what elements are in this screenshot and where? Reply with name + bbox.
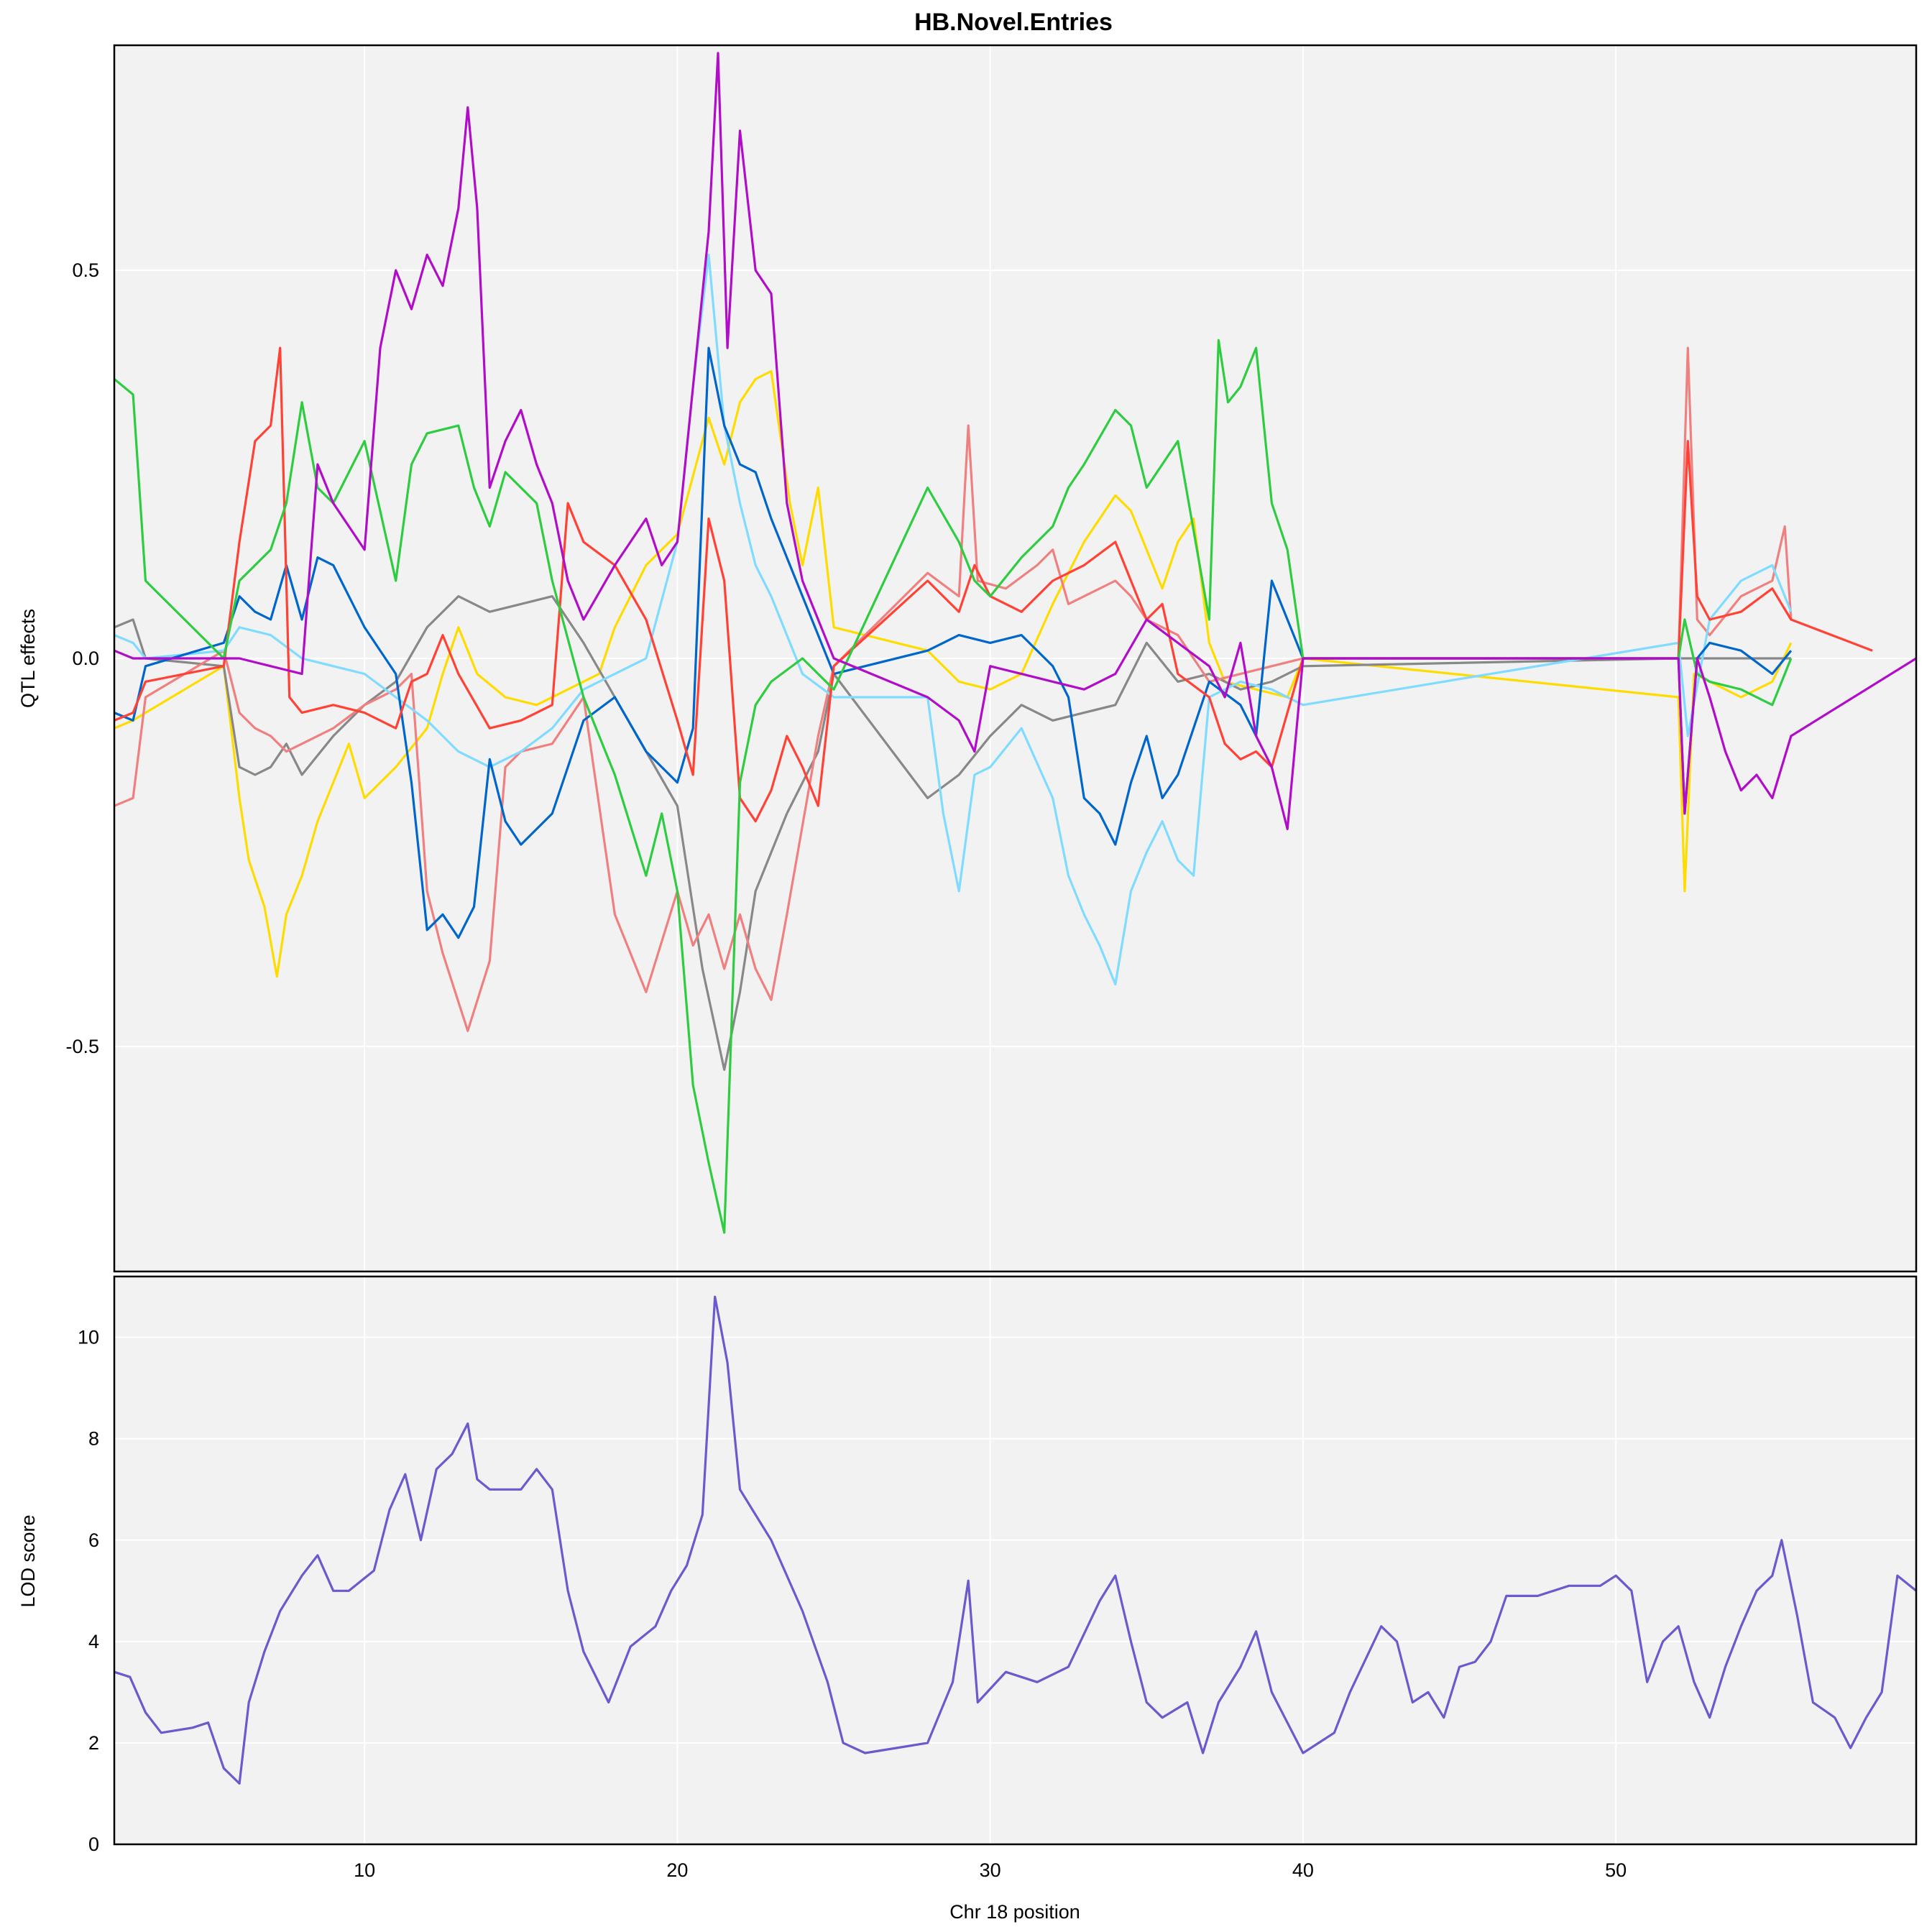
effects-series-line-7 (114, 52, 1917, 831)
lod-series-line-0 (114, 1295, 1918, 1785)
lod-y-tick-label: 10 (78, 1327, 99, 1348)
lod-series (114, 1295, 1918, 1785)
x-tick-label: 40 (1292, 1859, 1314, 1881)
effects-series-line-2 (114, 346, 1793, 1032)
x-tick-label: 20 (666, 1859, 688, 1881)
effects-y-tick-label: 0.5 (72, 259, 99, 281)
x-ticks: 10 20 30 40 50 (354, 1859, 1627, 1881)
lod-y-ticks: 0 2 4 6 8 10 (78, 1327, 99, 1855)
effects-series-line-0 (114, 369, 1793, 978)
effects-y-tick-label: 0.0 (72, 648, 99, 669)
x-tick-label: 10 (354, 1859, 375, 1881)
effects-series-line-3 (114, 253, 1793, 986)
x-tick-label: 30 (980, 1859, 1001, 1881)
effects-y-tick-label: -0.5 (65, 1036, 99, 1057)
x-axis-title: Chr 18 position (949, 1901, 1080, 1923)
lod-y-tick-label: 4 (88, 1631, 99, 1652)
effects-y-axis-title: QTL effects (17, 609, 39, 708)
chart-title: HB.Novel.Entries (914, 9, 1113, 36)
x-tick-label: 50 (1605, 1859, 1627, 1881)
effects-series-line-6 (113, 339, 1793, 1234)
effects-series (113, 52, 1917, 1234)
effects-y-ticks: -0.5 0.0 0.5 (65, 259, 99, 1057)
effects-panel: -0.5 0.0 0.5 QTL effects (17, 44, 1918, 1273)
lod-y-tick-label: 6 (88, 1530, 99, 1551)
lod-y-tick-label: 0 (88, 1834, 99, 1855)
lod-y-tick-label: 2 (88, 1732, 99, 1754)
lod-panel: 0 2 4 6 8 10 10 20 30 40 50 LOD score Chr 18 posi… (17, 1275, 1918, 1923)
effects-series-line-1 (114, 595, 1791, 1071)
lod-y-tick-label: 8 (88, 1428, 99, 1450)
lod-y-axis-title: LOD score (17, 1514, 39, 1607)
effects-series-line-5 (114, 346, 1873, 823)
effects-series-line-4 (114, 346, 1793, 939)
